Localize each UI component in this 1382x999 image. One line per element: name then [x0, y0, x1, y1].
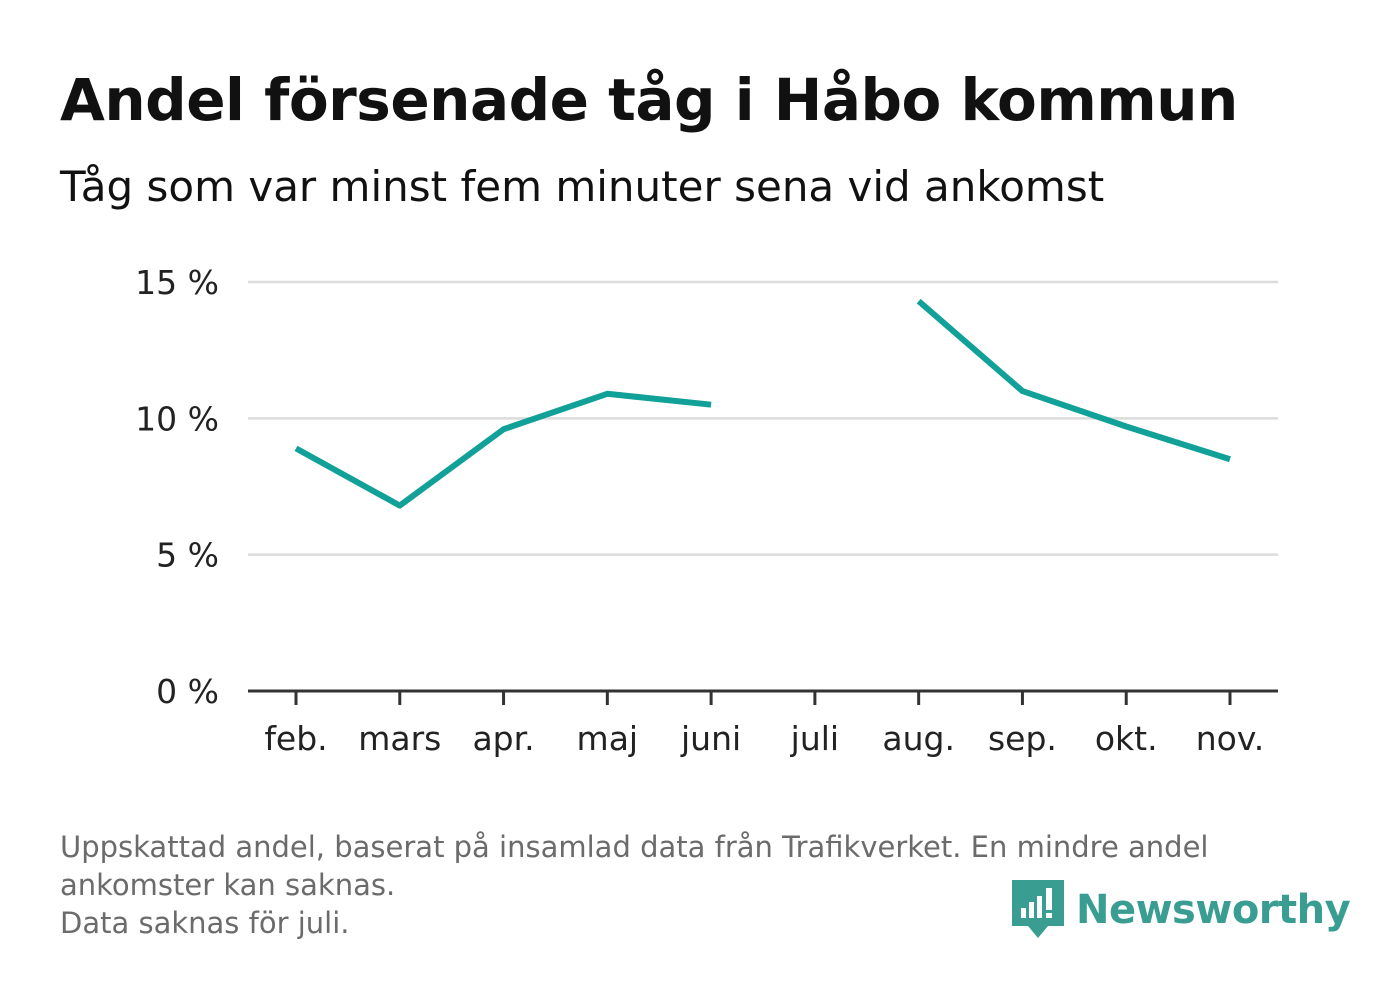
newsworthy-logo-icon [1012, 880, 1064, 938]
series-layer [294, 298, 1231, 509]
brand-name: Newsworthy [1076, 887, 1351, 933]
footnote-line: ankomster kan saknas. [60, 868, 396, 902]
x-tick-label: aug. [882, 719, 955, 758]
gridlines [248, 280, 1278, 556]
chart-subtitle: Tåg som var minst fem minuter sena vid a… [60, 162, 1105, 211]
footnote-line: Data saknas för juli. [60, 906, 350, 940]
x-axis [248, 689, 1278, 705]
x-tick-label: apr. [472, 719, 534, 758]
x-tick-label: nov. [1196, 719, 1265, 758]
y-tick-label: 0 % [156, 672, 219, 711]
x-tick-label: juni [680, 719, 741, 758]
footnote: Uppskattad andel, baserat på insamlad da… [60, 828, 1320, 942]
series-line [294, 390, 712, 509]
y-tick-label: 15 % [135, 263, 219, 302]
footnote-line: Uppskattad andel, baserat på insamlad da… [60, 830, 1209, 864]
x-tick-label: mars [358, 719, 441, 758]
x-tick-label: juli [790, 719, 839, 758]
tick-labels: 0 % 5 % 10 % 15 % feb. mars apr. maj juni juli aug… [135, 263, 1264, 758]
x-tick-label: sep. [988, 719, 1057, 758]
x-tick-label: feb. [264, 719, 327, 758]
x-tick-label: okt. [1095, 719, 1158, 758]
x-tick-label: maj [577, 719, 639, 758]
chart-title: Andel försenade tåg i Håbo kommun [60, 66, 1238, 134]
y-tick-label: 10 % [135, 399, 219, 438]
y-tick-label: 5 % [156, 536, 219, 575]
series-line [916, 298, 1231, 463]
brand: Newsworthy [1012, 880, 1351, 940]
